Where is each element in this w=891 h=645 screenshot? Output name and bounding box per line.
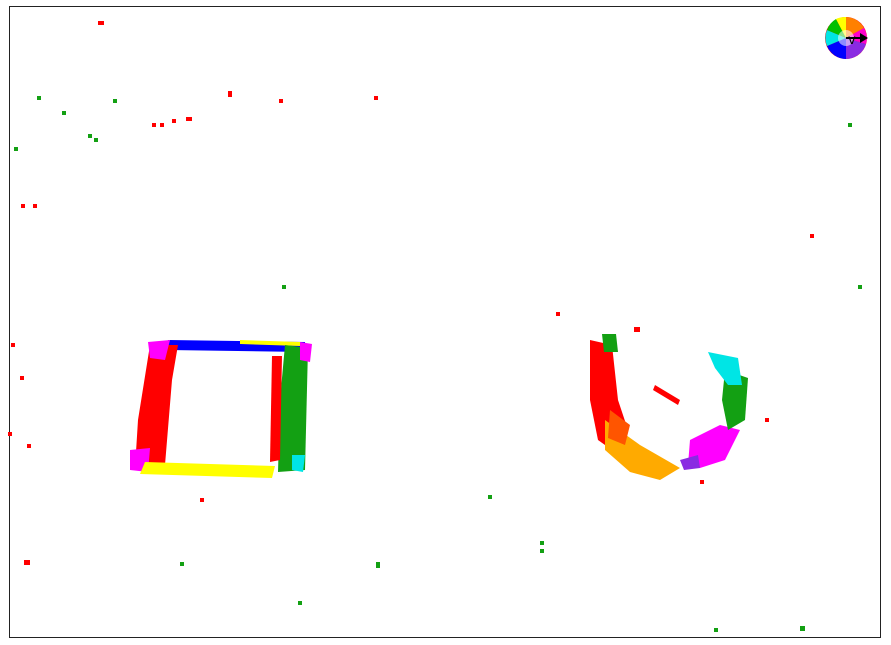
- noise-dot: [113, 99, 117, 103]
- right-edge-green: [278, 345, 308, 472]
- noise-dot: [11, 343, 15, 347]
- noise-dot: [200, 498, 204, 502]
- noise-dot: [88, 134, 92, 138]
- cup-right-magenta: [688, 425, 740, 468]
- noise-dot: [94, 138, 98, 142]
- noise-dot: [14, 147, 18, 151]
- left-edge-red: [135, 345, 178, 468]
- noise-dot: [765, 418, 769, 422]
- noise-dot: [98, 21, 104, 25]
- noise-dot: [700, 480, 704, 484]
- noise-dot: [228, 91, 232, 97]
- noise-dot: [33, 204, 37, 208]
- cup-inner-red-line: [653, 385, 680, 405]
- noise-dot: [27, 444, 31, 448]
- noise-dot: [540, 549, 544, 553]
- noise-dot: [374, 96, 378, 100]
- noise-dot: [810, 234, 814, 238]
- cup-top-green: [602, 334, 618, 352]
- noise-dot: [556, 312, 560, 316]
- noise-dot: [21, 204, 25, 208]
- right-cup-object: [590, 334, 748, 480]
- noise-dot: [714, 628, 718, 632]
- noise-dot: [172, 119, 176, 123]
- noise-dot: [186, 117, 192, 121]
- cup-bottom-redorange: [608, 410, 630, 445]
- noise-dot: [152, 123, 156, 127]
- cup-right-purple: [680, 455, 700, 470]
- color-wheel-legend-icon: [825, 16, 868, 59]
- noise-dot: [376, 562, 380, 568]
- noise-dot: [37, 96, 41, 100]
- right-edge-cyan: [292, 455, 305, 472]
- noise-dot: [160, 123, 164, 127]
- noise-pixels: [8, 21, 862, 632]
- top-edge-yellow-strip: [240, 340, 300, 346]
- right-edge-magenta: [300, 342, 312, 362]
- noise-dot: [488, 495, 492, 499]
- left-edge-magenta-top: [148, 340, 170, 360]
- noise-dot: [282, 285, 286, 289]
- bottom-edge-yellow: [140, 462, 275, 478]
- noise-dot: [634, 327, 640, 332]
- noise-dot: [848, 123, 852, 127]
- noise-dot: [800, 626, 805, 631]
- cup-right-cyan: [708, 352, 742, 385]
- noise-dot: [858, 285, 862, 289]
- noise-dot: [540, 541, 544, 545]
- noise-dot: [180, 562, 184, 566]
- noise-dot: [20, 376, 24, 380]
- flow-image-frame: [9, 6, 881, 638]
- noise-dot: [24, 560, 30, 565]
- noise-dot: [279, 99, 283, 103]
- left-red-inner: [270, 356, 282, 462]
- velocity-legend-label: v: [848, 33, 856, 48]
- left-square-object: [130, 340, 312, 478]
- noise-dot: [8, 432, 12, 436]
- noise-dot: [298, 601, 302, 605]
- noise-dot: [62, 111, 66, 115]
